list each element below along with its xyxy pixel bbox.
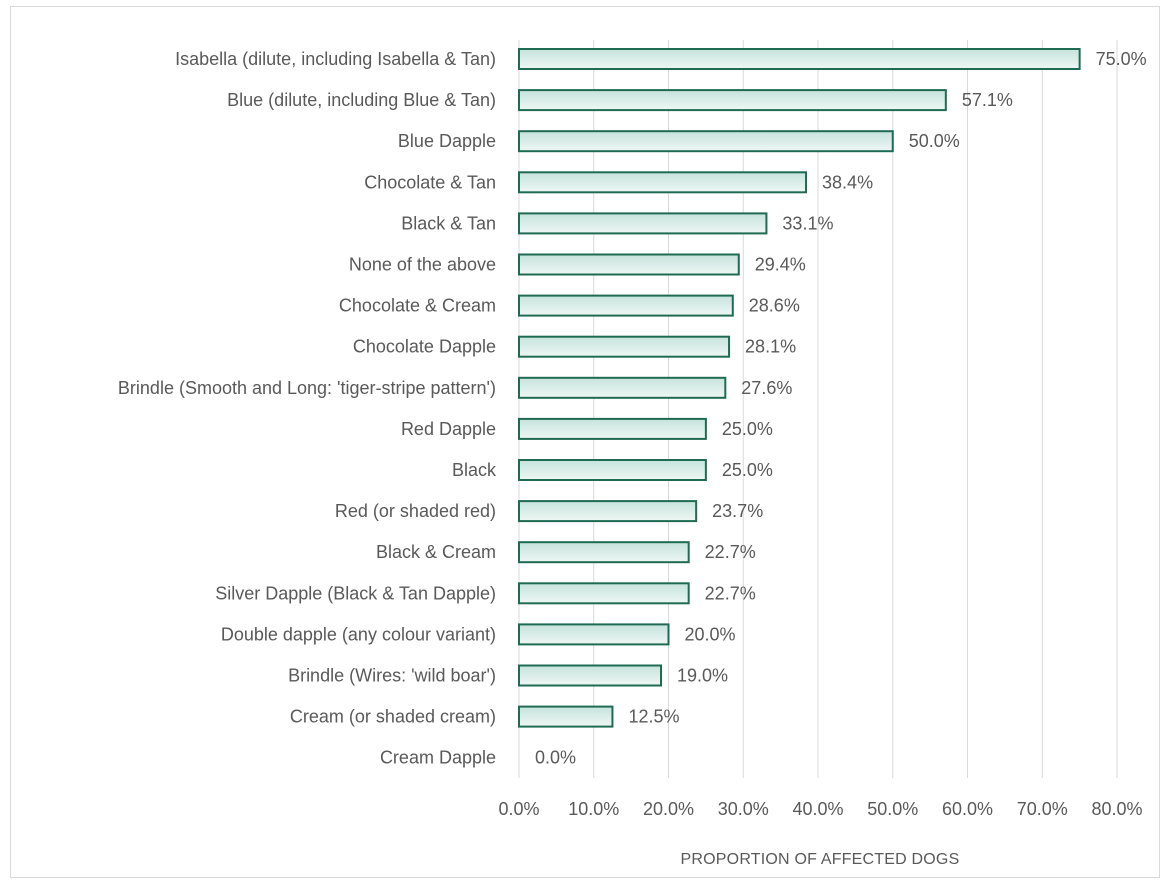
value-label: 25.0%: [722, 460, 773, 480]
category-label: Cream (or shaded cream): [290, 707, 496, 727]
value-label: 27.6%: [741, 378, 792, 398]
bar: [518, 335, 731, 358]
category-label: Red (or shaded red): [335, 501, 496, 521]
x-tick-label: 70.0%: [1017, 799, 1068, 819]
value-label: 25.0%: [722, 419, 773, 439]
value-label: 29.4%: [755, 255, 806, 275]
category-label: Brindle (Wires: 'wild boar'): [288, 666, 496, 686]
bar: [518, 417, 707, 440]
bar: [518, 89, 947, 112]
value-label: 0.0%: [535, 748, 576, 768]
x-tick-label: 60.0%: [942, 799, 993, 819]
x-tick-label: 30.0%: [718, 799, 769, 819]
bar: [518, 171, 808, 194]
bars: [518, 48, 1081, 728]
value-label: 22.7%: [705, 542, 756, 562]
category-label: Black & Tan: [401, 213, 496, 233]
category-label: Chocolate & Cream: [339, 296, 496, 316]
x-tick-label: 80.0%: [1091, 799, 1142, 819]
bar: [518, 459, 707, 481]
value-label: 28.1%: [745, 337, 796, 357]
value-label: 50.0%: [909, 131, 960, 151]
x-tick-labels: 0.0% 10.0% 20.0% 30.0% 40.0% 50.0% 60.0% 70.0% 8…: [498, 799, 1142, 819]
x-axis-title: PROPORTION OF AFFECTED DOGS: [681, 851, 960, 868]
bar: [518, 541, 690, 564]
bar: [518, 376, 727, 399]
value-label: 22.7%: [705, 583, 756, 603]
x-tick-label: 50.0%: [867, 799, 918, 819]
category-label: Blue Dapple: [398, 131, 496, 151]
bar: [518, 623, 670, 646]
x-tick-label: 10.0%: [568, 799, 619, 819]
value-label: 38.4%: [822, 172, 873, 192]
category-label: Chocolate Dapple: [353, 337, 496, 357]
x-tick-label: 0.0%: [498, 799, 539, 819]
category-label: Silver Dapple (Black & Tan Dapple): [215, 583, 496, 603]
bar: [518, 500, 698, 523]
bar: [518, 705, 614, 728]
bar: [518, 294, 734, 317]
value-label: 33.1%: [782, 213, 833, 233]
x-tick-label: 40.0%: [792, 799, 843, 819]
bar: [518, 664, 663, 687]
category-label: None of the above: [349, 255, 496, 275]
value-label: 23.7%: [712, 501, 763, 521]
bar: [518, 212, 768, 235]
value-label: 57.1%: [962, 90, 1013, 110]
bar: [518, 253, 740, 276]
gridlines: [518, 40, 1118, 778]
bar: [518, 48, 1081, 70]
category-label: Blue (dilute, including Blue & Tan): [227, 90, 496, 110]
bar: [518, 582, 690, 605]
category-label: Black: [452, 460, 497, 480]
category-label: Chocolate & Tan: [364, 172, 496, 192]
x-tick-label: 20.0%: [643, 799, 694, 819]
category-label: Red Dapple: [401, 419, 496, 439]
bar: [518, 130, 894, 153]
category-label: Double dapple (any colour variant): [221, 624, 496, 644]
value-label: 20.0%: [685, 624, 736, 644]
value-label: 12.5%: [628, 707, 679, 727]
value-labels: 75.0% 57.1% 50.0% 38.4% 33.1% 29.4% 28.6% 28.1%…: [535, 49, 1147, 768]
value-label: 75.0%: [1096, 49, 1147, 69]
category-label: Cream Dapple: [380, 748, 496, 768]
category-labels: Isabella (dilute, including Isabella & T…: [118, 49, 497, 768]
category-label: Brindle (Smooth and Long: 'tiger-stripe …: [118, 378, 496, 398]
category-label: Isabella (dilute, including Isabella & T…: [175, 49, 496, 69]
value-label: 28.6%: [749, 296, 800, 316]
category-label: Black & Cream: [376, 542, 496, 562]
value-label: 19.0%: [677, 666, 728, 686]
